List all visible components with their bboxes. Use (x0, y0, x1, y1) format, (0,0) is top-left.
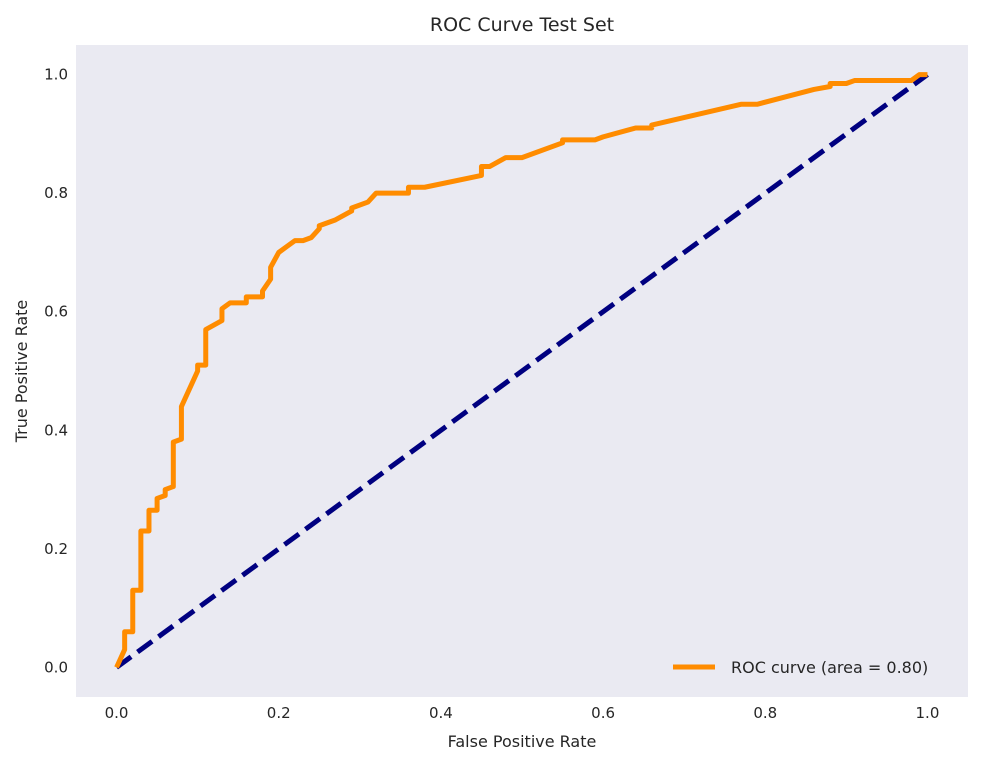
y-tick-label: 0.6 (44, 303, 68, 321)
y-tick-label: 0.4 (44, 421, 68, 439)
x-tick-labels: 0.0 0.2 0.4 0.6 0.8 1.0 (105, 704, 940, 722)
x-tick-label: 0.0 (105, 704, 129, 722)
y-tick-label: 1.0 (44, 66, 68, 84)
x-axis-label: False Positive Rate (448, 732, 597, 751)
legend-label-roc: ROC curve (area = 0.80) (731, 658, 928, 677)
x-tick-label: 0.6 (591, 704, 615, 722)
legend: ROC curve (area = 0.80) (673, 658, 928, 677)
y-tick-label: 0.2 (44, 540, 68, 558)
x-tick-label: 1.0 (916, 704, 940, 722)
y-tick-label: 0.0 (44, 658, 68, 676)
series-layer (114, 72, 929, 670)
roc-curve-line (114, 72, 928, 669)
y-axis-label: True Positive Rate (12, 300, 31, 444)
y-tick-labels: 0.0 0.2 0.4 0.6 0.8 1.0 (44, 66, 68, 677)
chart-title: ROC Curve Test Set (430, 14, 614, 36)
x-tick-label: 0.8 (753, 704, 777, 722)
y-tick-label: 0.8 (44, 184, 68, 202)
x-tick-label: 0.4 (429, 704, 453, 722)
x-tick-label: 0.2 (267, 704, 291, 722)
chance-diagonal-line (115, 72, 929, 670)
